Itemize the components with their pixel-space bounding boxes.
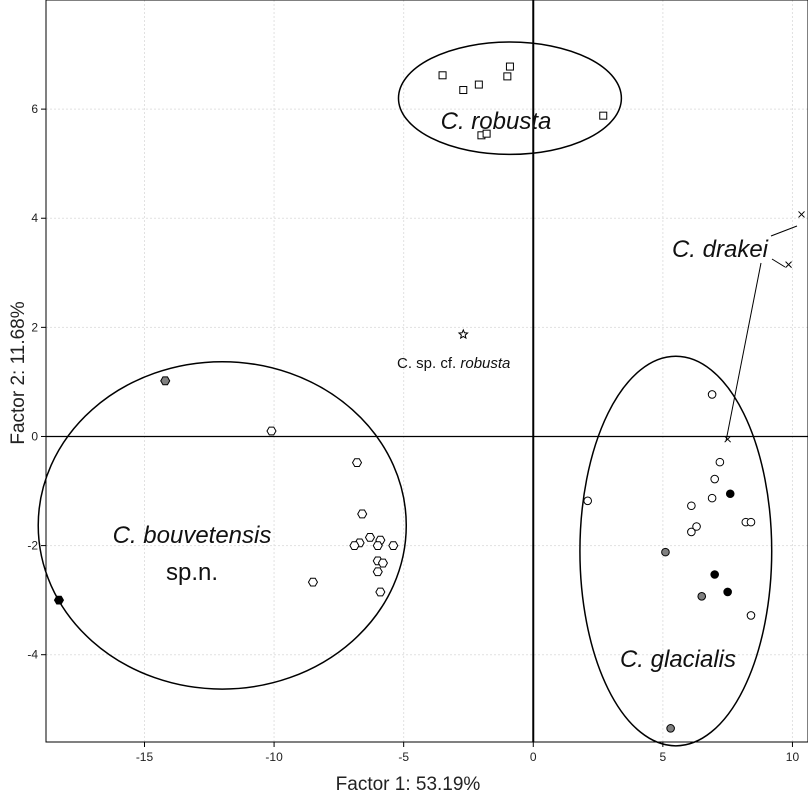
- point-square: [459, 86, 468, 95]
- group-ellipses: [37, 41, 773, 747]
- point-circle-black: [723, 587, 732, 597]
- drakei-leader-line: [771, 258, 786, 268]
- x-tick-label: 5: [660, 750, 667, 764]
- point-circle-open: [583, 496, 592, 506]
- point-circle-black: [710, 570, 719, 579]
- point-hexagon-open: [364, 533, 376, 542]
- point-circle-gray: [661, 547, 670, 557]
- point-hexagon-open: [375, 587, 386, 597]
- point-square: [599, 111, 608, 120]
- reference-lines: [46, 0, 808, 742]
- point-cross: [724, 435, 732, 443]
- label-drakei: C. drakei: [672, 236, 769, 263]
- y-tick-label: 2: [31, 320, 38, 334]
- point-hexagon-open: [372, 541, 383, 550]
- point-cross-stroke: [785, 261, 792, 268]
- point-cross-stroke: [798, 211, 805, 218]
- y-tick-label: 0: [31, 429, 38, 443]
- label-cf-robusta: C. sp. cf. robusta: [397, 355, 510, 372]
- x-tick-label: -5: [398, 750, 409, 764]
- group-ellipse: [397, 41, 623, 156]
- point-square: [503, 72, 512, 81]
- point-square: [482, 129, 491, 138]
- point-hexagon-open: [372, 567, 383, 577]
- label-robusta: C. robusta: [441, 108, 552, 135]
- point-hexagon-gray: [160, 376, 171, 386]
- axis-ticks: -15 -10 -5 0 5 10 -4 -2 0 2 4 6: [27, 102, 799, 764]
- y-tick-label: -2: [27, 539, 38, 553]
- x-tick-label: -10: [265, 750, 283, 764]
- x-tick-label: 0: [530, 750, 537, 764]
- y-axis-title: Factor 2: 11.68%: [8, 301, 29, 444]
- point-circle-open: [687, 501, 696, 511]
- point-star: [457, 328, 469, 340]
- label-glacialis: C. glacialis: [620, 646, 736, 673]
- x-tick-label: -15: [136, 750, 154, 764]
- point-circle-open: [710, 474, 719, 484]
- point-hexagon-open: [266, 426, 277, 436]
- point-hexagon-open: [357, 509, 368, 519]
- label-cf-italic: robusta: [460, 355, 510, 372]
- plot-frame: [45, 0, 808, 743]
- point-circle-open: [707, 390, 717, 399]
- point-hexagon-open: [351, 458, 363, 468]
- drakei-leader-line: [725, 262, 762, 442]
- x-tick-label: 10: [786, 750, 800, 764]
- point-circle-open: [746, 517, 756, 527]
- point-circle-open: [692, 522, 701, 531]
- point-circle-black: [725, 489, 735, 499]
- point-circle-open: [687, 527, 696, 537]
- group-ellipse: [37, 360, 408, 690]
- group-ellipse: [579, 355, 773, 747]
- y-tick-label: 4: [31, 211, 38, 225]
- point-circle-gray: [666, 724, 675, 733]
- point-square: [474, 80, 483, 89]
- label-bouvetensis: C. bouvetensis: [113, 522, 272, 549]
- point-circle-open: [715, 457, 725, 467]
- y-tick-label: -4: [27, 648, 38, 662]
- label-bouvetensis-sp: sp.n.: [166, 559, 218, 586]
- x-axis-title: Factor 1: 53.19%: [336, 774, 481, 795]
- point-circle-open: [707, 493, 717, 503]
- point-cross: [785, 261, 792, 268]
- point-circle-open: [746, 611, 756, 620]
- point-hexagon-open: [388, 541, 399, 550]
- leader-lines: [725, 225, 798, 442]
- data-points: [53, 62, 805, 733]
- point-cross-stroke: [724, 435, 732, 443]
- point-cross: [798, 211, 805, 218]
- point-hexagon-open: [377, 558, 389, 568]
- point-hexagon-open: [307, 577, 319, 587]
- label-cf-prefix: C. sp. cf.: [397, 355, 460, 372]
- point-hexagon-open: [349, 541, 360, 550]
- y-tick-label: 6: [31, 102, 38, 116]
- point-square: [438, 71, 447, 80]
- point-circle-gray: [697, 592, 707, 601]
- point-hexagon-black: [53, 595, 65, 605]
- drakei-leader-line: [770, 225, 798, 237]
- point-square: [505, 62, 514, 71]
